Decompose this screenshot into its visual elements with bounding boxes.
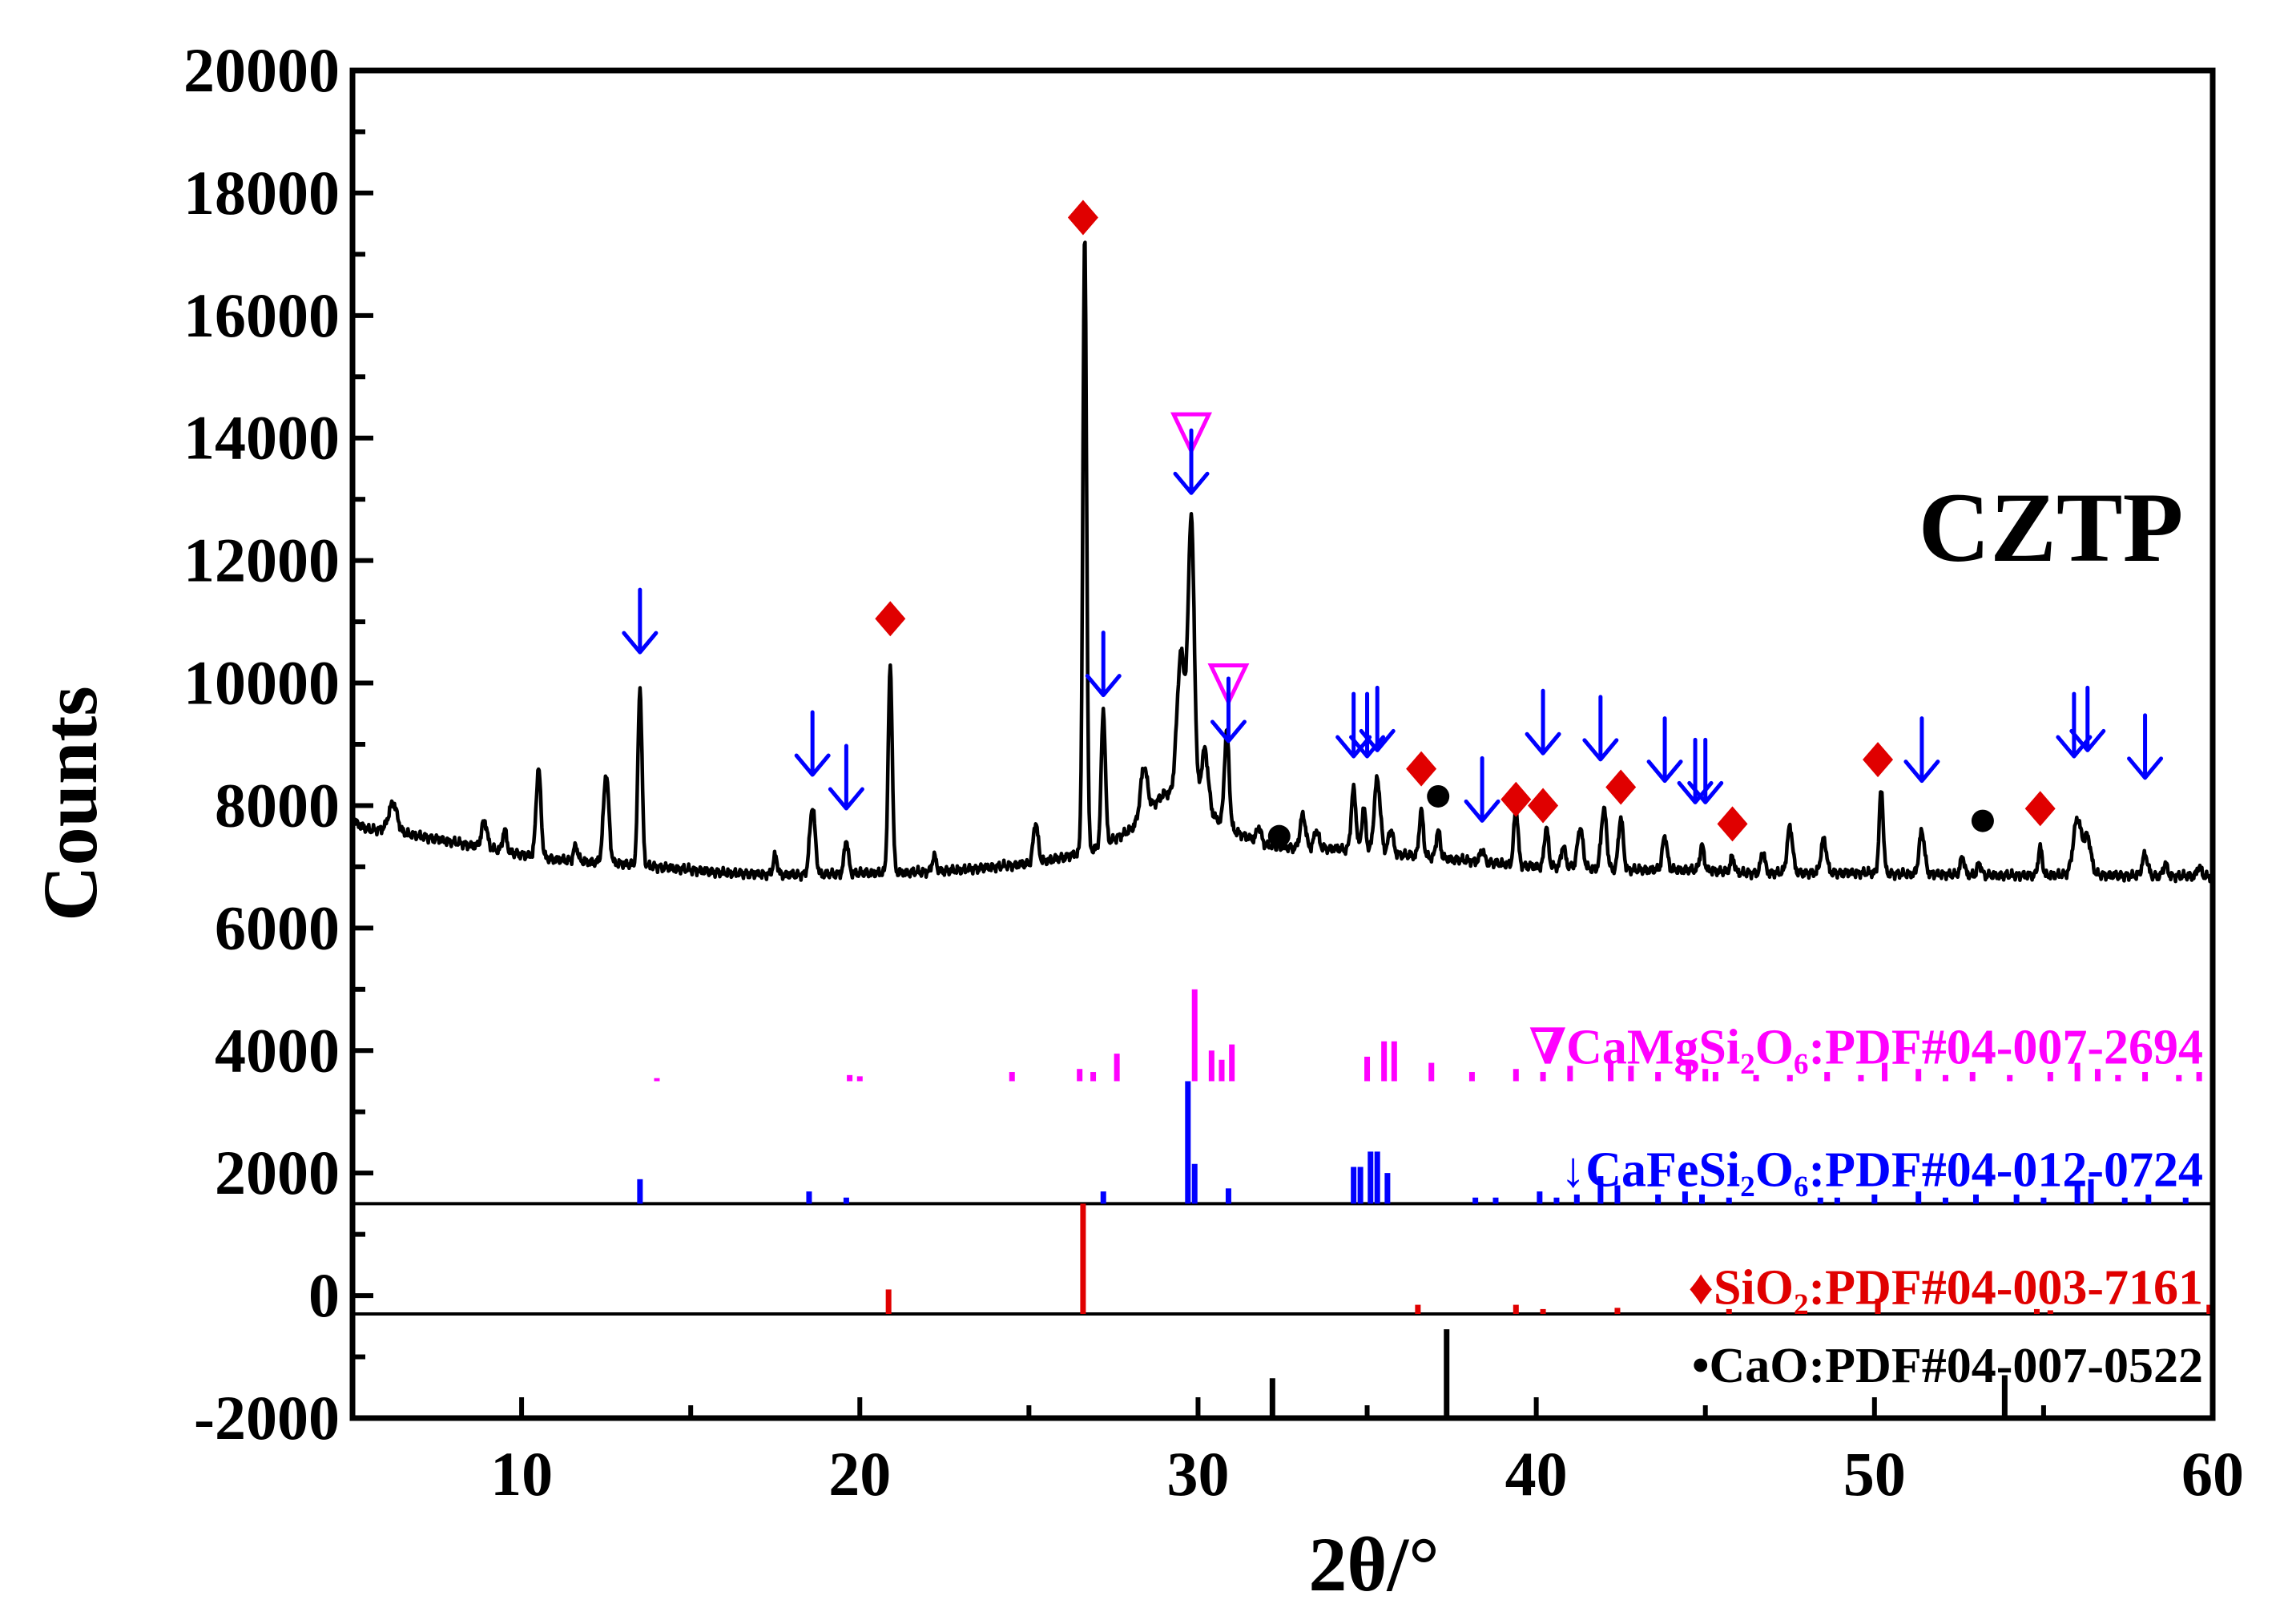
marker-triangle-camgsi2o6: [1170, 412, 1212, 456]
x-axis-title: 2θ/°: [1308, 1521, 1439, 1607]
legend-sio2: ♦SiO₂:PDF#04-003-7161: [1688, 1260, 2203, 1315]
y-tick-label: 20000: [183, 35, 340, 105]
pattern-series: [350, 240, 2214, 884]
marker-diamond-sio2: [1863, 742, 1894, 778]
marker-arrow-cafesi2o6: [2127, 713, 2164, 780]
marker-diamond-sio2: [1605, 769, 1637, 805]
y-tick-label: 14000: [183, 403, 340, 473]
x-tick-label: 30: [1166, 1439, 1229, 1509]
pattern-line-czt: [350, 240, 2214, 884]
marker-dot-cao: [1427, 784, 1450, 808]
marker-arrow-cafesi2o6: [1646, 716, 1683, 784]
marker-dot-cao: [1971, 809, 1994, 832]
y-tick-label: 2000: [215, 1138, 340, 1207]
marker-diamond-sio2: [1500, 781, 1532, 817]
x-tick-label: 20: [828, 1439, 891, 1509]
legend-cao: •CaO:PDF#04-007-0522: [1692, 1339, 2203, 1393]
y-tick-label: -2000: [194, 1383, 340, 1453]
y-tick-label: 6000: [215, 893, 340, 962]
marker-arrow-cafesi2o6: [1687, 737, 1724, 804]
marker-dot-cao: [1267, 824, 1291, 848]
y-tick-label: 12000: [183, 526, 340, 595]
marker-arrow-cafesi2o6: [2069, 685, 2106, 752]
marker-diamond-sio2: [2024, 791, 2056, 827]
y-tick-label: 16000: [183, 280, 340, 350]
y-tick-label: 4000: [215, 1015, 340, 1085]
marker-arrow-cafesi2o6: [2056, 691, 2093, 759]
x-tick-label: 10: [490, 1439, 553, 1509]
y-tick-label: 18000: [183, 158, 340, 228]
marker-arrow-cafesi2o6: [828, 743, 864, 811]
peak-markers: [622, 199, 2164, 848]
marker-arrow-cafesi2o6: [1085, 631, 1122, 698]
sample-label: CZTP: [1919, 473, 2184, 582]
x-tick-label: 50: [1843, 1439, 1906, 1509]
plot-frame: [349, 67, 2216, 1421]
marker-diamond-sio2: [1717, 806, 1748, 842]
legend-camgsi2o6: ∇CaMgSi₂O₆:PDF#04-007-2694: [1529, 1021, 2203, 1075]
legend-cafesi2o6: ↓CaFeSi₂O₆:PDF#04-012-0724: [1561, 1143, 2203, 1198]
marker-arrow-cafesi2o6: [1335, 691, 1372, 759]
marker-arrow-cafesi2o6: [1464, 756, 1500, 823]
marker-arrow-cafesi2o6: [1210, 676, 1247, 743]
y-axis-title: Counts: [27, 686, 113, 921]
marker-arrow-cafesi2o6: [1525, 688, 1561, 756]
marker-diamond-sio2: [875, 601, 906, 637]
y-tick-label: 0: [308, 1260, 340, 1330]
marker-diamond-sio2: [1406, 751, 1437, 787]
y-tick-label: 10000: [183, 648, 340, 718]
marker-arrow-cafesi2o6: [794, 710, 831, 777]
marker-diamond-sio2: [1067, 199, 1098, 236]
marker-arrow-cafesi2o6: [622, 587, 659, 655]
x-tick-label: 60: [2181, 1439, 2244, 1509]
marker-triangle-camgsi2o6: [1207, 663, 1250, 707]
y-tick-label: 8000: [215, 770, 340, 840]
marker-arrow-cafesi2o6: [1359, 685, 1396, 752]
marker-diamond-sio2: [1528, 788, 1559, 824]
marker-arrow-cafesi2o6: [1903, 716, 1940, 784]
marker-arrow-cafesi2o6: [1173, 428, 1210, 495]
marker-arrow-cafesi2o6: [1582, 695, 1619, 762]
axes: 10 20 30 40 50 60 -2000 0 2000 4000 6000 8000 10000 1…: [183, 35, 2244, 1509]
x-tick-label: 40: [1505, 1439, 1568, 1509]
reference-panels: ∇CaMgSi₂O₆:PDF#04-007-2694 ↓CaFeSi₂O₆:PDF…: [352, 989, 2213, 1420]
